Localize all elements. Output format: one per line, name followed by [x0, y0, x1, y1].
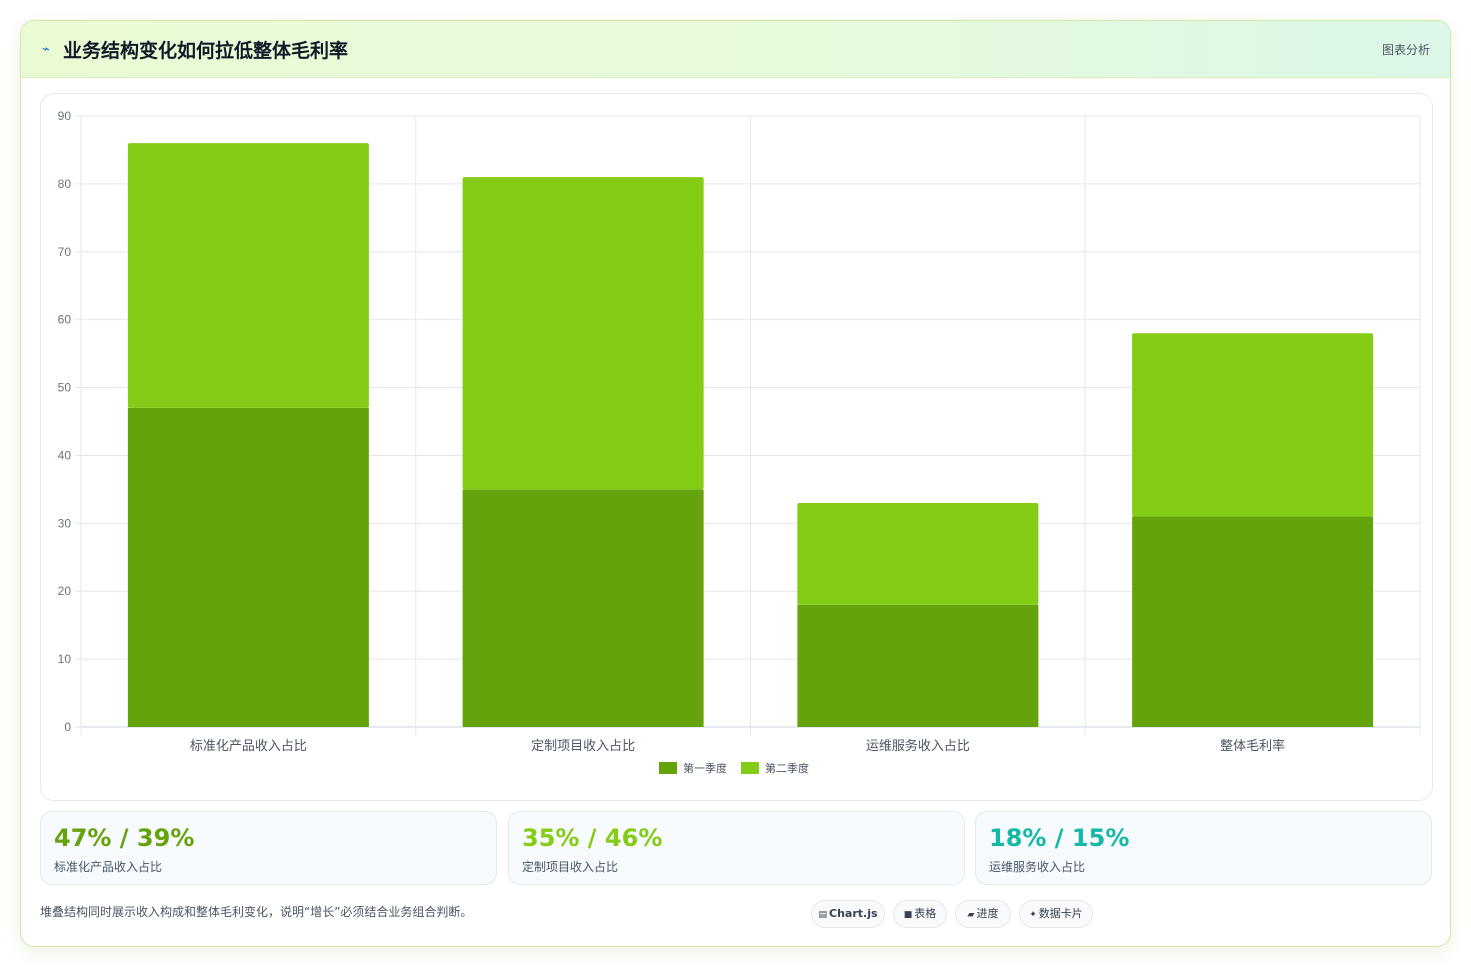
y-tick-label: 60 [58, 313, 72, 327]
chip-label: Chart.js [829, 907, 878, 920]
bar-q1 [797, 604, 1039, 727]
y-tick-label: 30 [58, 516, 72, 530]
chip-label: 进度 [976, 907, 999, 920]
chart-icon: ▤ [818, 910, 827, 920]
y-tick-label: 20 [58, 584, 72, 598]
chip-chartjs[interactable]: ▤ Chart.js [811, 900, 885, 928]
trend-icon: ⌁ [42, 42, 50, 57]
stat-card: 35% / 46% 定制项目收入占比 [508, 811, 965, 885]
y-tick-label: 50 [58, 381, 72, 395]
card-header: ⌁ 业务结构变化如何拉低整体毛利率 图表分析 [21, 21, 1450, 78]
stat-value: 47% / 39% [54, 824, 195, 852]
stat-card: 47% / 39% 标准化产品收入占比 [40, 811, 497, 885]
y-tick-label: 40 [58, 448, 72, 462]
bar-q1 [127, 407, 369, 727]
bar-q1 [462, 489, 704, 727]
stat-value: 18% / 15% [989, 824, 1130, 852]
stat-card: 18% / 15% 运维服务收入占比 [975, 811, 1432, 885]
stat-label: 标准化产品收入占比 [54, 860, 163, 874]
chip-data-card[interactable]: ✦ 数据卡片 [1019, 900, 1093, 928]
y-tick-label: 70 [58, 245, 72, 259]
chip-label: 表格 [914, 907, 937, 920]
y-tick-label: 80 [58, 177, 72, 191]
chip-progress[interactable]: ▰ 进度 [955, 900, 1011, 928]
stat-label: 运维服务收入占比 [989, 860, 1086, 874]
chart-analysis-tag: 图表分析 [1381, 43, 1430, 57]
chip-table[interactable]: ■ 表格 [893, 900, 947, 928]
x-tick-label: 定制项目收入占比 [531, 739, 635, 754]
bar-q2 [797, 502, 1039, 605]
chart-container: 0 10 20 30 40 50 60 70 80 90 标准化产品收入占比 定制项目收入占比 运维服务… [40, 93, 1433, 801]
chip-label: 数据卡片 [1038, 907, 1083, 920]
bar-q2 [127, 143, 369, 408]
y-tick-label: 90 [58, 109, 72, 123]
x-tick-label: 标准化产品收入占比 [190, 739, 307, 754]
y-tick-label: 10 [58, 652, 72, 666]
y-tick-label: 0 [64, 720, 71, 734]
bar-q2 [1132, 333, 1374, 517]
legend-label: 第一季度 [683, 761, 727, 775]
stat-cards: 47% / 39% 标准化产品收入占比 35% / 46% 定制项目收入占比 1… [40, 811, 1433, 885]
bar-q2 [462, 177, 704, 490]
progress-icon: ▰ [967, 910, 975, 920]
stat-label: 定制项目收入占比 [522, 860, 619, 874]
stacked-bar-chart: 0 10 20 30 40 50 60 70 80 90 标准化产品收入占比 定制项目收入占比 运维服务… [58, 109, 1421, 775]
legend-label: 第二季度 [765, 761, 809, 775]
sparkle-icon: ✦ [1029, 910, 1037, 920]
footer-note: 堆叠结构同时展示收入构成和整体毛利变化，说明“增长”必须结合业务组合判断。 [40, 905, 473, 919]
bar-q1 [1132, 516, 1374, 727]
chart-card: ⌁ 业务结构变化如何拉低整体毛利率 图表分析 0 10 20 30 40 50 60 70 80… [20, 20, 1451, 947]
legend-swatch [741, 762, 759, 774]
x-tick-label: 运维服务收入占比 [866, 738, 970, 754]
table-icon: ■ [903, 910, 913, 920]
legend-swatch [659, 762, 677, 774]
stat-value: 35% / 46% [522, 824, 663, 852]
x-tick-label: 整体毛利率 [1220, 738, 1285, 754]
page-title: 业务结构变化如何拉低整体毛利率 [63, 41, 349, 62]
